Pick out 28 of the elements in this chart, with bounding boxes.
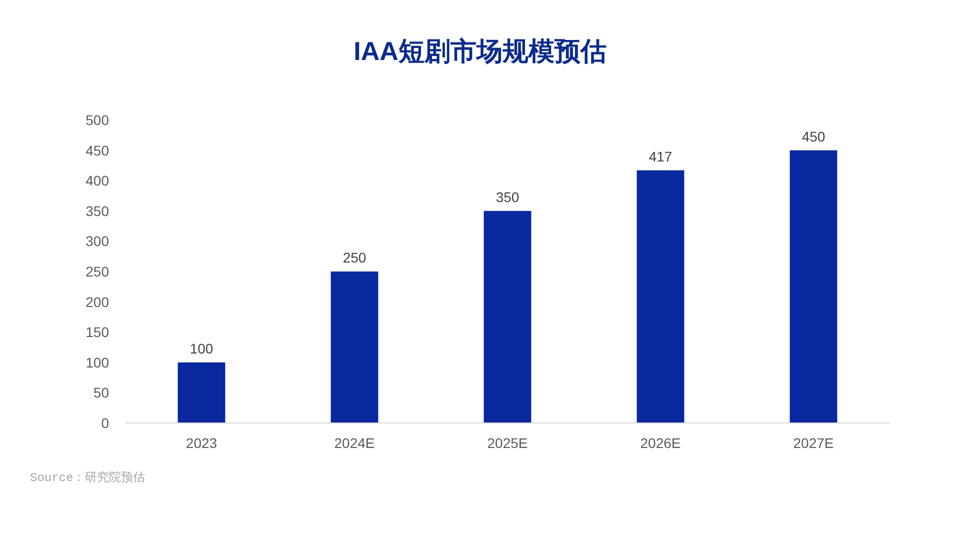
x-tick-label: 2023	[186, 435, 218, 451]
x-tick-label: 2025E	[487, 435, 528, 451]
y-tick-label: 150	[86, 324, 110, 340]
y-tick-label: 250	[86, 264, 110, 280]
data-label: 450	[802, 128, 826, 144]
bar	[484, 210, 532, 423]
data-label: 250	[342, 250, 366, 266]
y-tick-label: 400	[86, 172, 110, 189]
data-label: 100	[190, 340, 214, 356]
y-tick-label: 100	[86, 354, 110, 370]
y-tick-label: 0	[101, 415, 110, 431]
y-tick-label: 200	[86, 294, 110, 310]
x-tick-label: 2027E	[793, 435, 834, 451]
x-tick-label: 2026E	[640, 435, 681, 451]
bar	[636, 170, 684, 423]
x-tick-label: 2024E	[334, 435, 375, 451]
bar	[330, 272, 378, 423]
bar	[790, 150, 838, 423]
y-tick-label: 500	[86, 112, 110, 128]
y-tick-label: 350	[86, 202, 110, 219]
data-label: 350	[496, 188, 520, 205]
y-tick-label: 300	[86, 233, 110, 250]
bar	[178, 362, 226, 423]
chart-title: IAA短剧市场规模预估	[354, 36, 606, 66]
y-tick-label: 450	[86, 142, 110, 158]
y-tick-label: 50	[93, 384, 110, 401]
data-label: 417	[648, 148, 672, 164]
source-note: Source：研究院预估	[30, 470, 146, 485]
